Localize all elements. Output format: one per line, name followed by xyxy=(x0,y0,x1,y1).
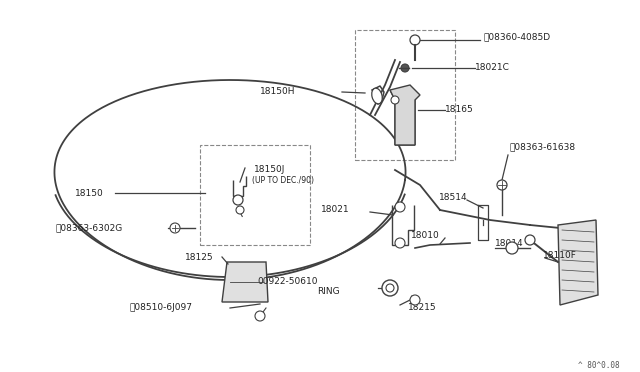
Circle shape xyxy=(391,96,399,104)
Text: (UP TO DEC./90): (UP TO DEC./90) xyxy=(252,176,314,185)
Circle shape xyxy=(170,223,180,233)
Circle shape xyxy=(255,311,265,321)
Text: 18010: 18010 xyxy=(412,231,440,240)
Circle shape xyxy=(236,206,244,214)
Text: 18514: 18514 xyxy=(440,193,468,202)
Text: 18150H: 18150H xyxy=(259,87,295,96)
Text: 18150: 18150 xyxy=(75,189,104,198)
Text: 18110F: 18110F xyxy=(543,250,577,260)
Bar xyxy=(200,145,310,245)
Polygon shape xyxy=(558,220,598,305)
Circle shape xyxy=(410,295,420,305)
Bar xyxy=(355,30,455,160)
Ellipse shape xyxy=(372,88,382,104)
Circle shape xyxy=(525,235,535,245)
Text: 18150J: 18150J xyxy=(254,166,285,174)
Text: 18021: 18021 xyxy=(321,205,350,215)
Polygon shape xyxy=(390,85,420,145)
Circle shape xyxy=(497,180,507,190)
Circle shape xyxy=(506,242,518,254)
Circle shape xyxy=(382,280,398,296)
Circle shape xyxy=(395,202,405,212)
Text: 18215: 18215 xyxy=(408,304,436,312)
Circle shape xyxy=(401,64,409,72)
Text: RING: RING xyxy=(317,286,340,295)
Text: Ⓢ08363-61638: Ⓢ08363-61638 xyxy=(510,142,576,151)
Circle shape xyxy=(233,195,243,205)
Text: 18165: 18165 xyxy=(445,106,474,115)
Text: 18125: 18125 xyxy=(185,253,214,263)
Text: 00922-50610: 00922-50610 xyxy=(257,276,318,285)
Text: 18021C: 18021C xyxy=(475,62,510,71)
Text: ^ 80^0.08: ^ 80^0.08 xyxy=(579,360,620,369)
Circle shape xyxy=(395,238,405,248)
Text: 18014: 18014 xyxy=(495,240,524,248)
Text: Ⓢ08360-4085D: Ⓢ08360-4085D xyxy=(483,32,550,42)
Text: Ⓢ08363-6302G: Ⓢ08363-6302G xyxy=(55,224,122,232)
Polygon shape xyxy=(222,262,268,302)
Text: Ⓢ08510-6J097: Ⓢ08510-6J097 xyxy=(130,304,193,312)
Circle shape xyxy=(386,284,394,292)
Circle shape xyxy=(410,35,420,45)
